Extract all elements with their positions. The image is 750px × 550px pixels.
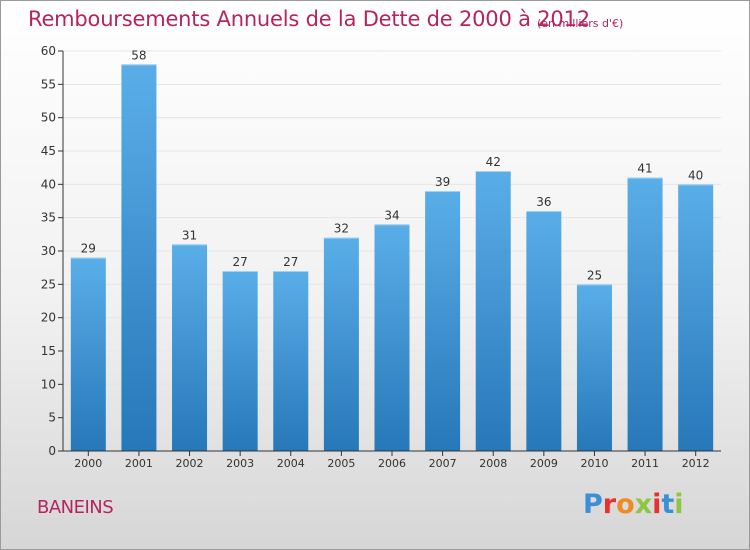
x-tick-label: 2002 <box>176 457 204 470</box>
data-label: 42 <box>486 155 501 169</box>
y-tick-label: 45 <box>41 144 56 158</box>
y-tick-label: 15 <box>41 344 56 358</box>
x-tick-label: 2009 <box>530 457 558 470</box>
data-label: 25 <box>587 268 602 282</box>
bar <box>475 171 511 451</box>
data-label: 27 <box>233 255 248 269</box>
commune-name: BANEINS <box>37 497 114 518</box>
x-tick-label: 2003 <box>226 457 254 470</box>
y-tick-label: 50 <box>41 111 56 125</box>
bar <box>374 224 410 451</box>
x-tick-label: 2001 <box>125 457 153 470</box>
bar <box>425 191 461 451</box>
bar <box>222 271 258 451</box>
proxiti-logo: Proxiti <box>583 489 684 520</box>
y-tick-label: 20 <box>41 311 56 325</box>
logo-letter: i <box>652 489 662 520</box>
x-tick-label: 2005 <box>327 457 355 470</box>
bar <box>273 271 309 451</box>
y-tick-label: 0 <box>48 444 56 458</box>
axes: 0 5 10 15 20 25 30 35 40 45 50 55 60 2000 2001 2002 2003… <box>41 44 721 470</box>
x-tick-label: 2007 <box>429 457 457 470</box>
y-tick-label: 30 <box>41 244 56 258</box>
x-tick-label: 2006 <box>378 457 406 470</box>
x-tick-label: 2008 <box>479 457 507 470</box>
y-tick-label: 55 <box>41 77 56 91</box>
bar <box>121 64 157 452</box>
logo-letter: t <box>661 489 675 520</box>
bar <box>526 211 562 451</box>
chart-title: Remboursements Annuels de la Dette de 20… <box>28 7 590 31</box>
bar <box>627 177 663 451</box>
data-label: 34 <box>384 208 399 222</box>
x-tick-label: 2012 <box>682 457 710 470</box>
y-tick-label: 25 <box>41 277 56 291</box>
bar <box>678 184 714 452</box>
y-tick-label: 60 <box>41 44 56 58</box>
data-label: 29 <box>81 242 96 256</box>
logo-letter: x <box>634 489 653 520</box>
bar <box>70 257 106 451</box>
data-label: 41 <box>637 162 652 176</box>
logo-letter: o <box>616 489 635 520</box>
y-tick-label: 40 <box>41 177 56 191</box>
x-tick-label: 2010 <box>580 457 608 470</box>
y-tick-label: 35 <box>41 211 56 225</box>
data-label: 27 <box>283 255 298 269</box>
data-label: 39 <box>435 175 450 189</box>
data-label: 58 <box>131 48 146 62</box>
data-label: 31 <box>182 228 197 242</box>
data-label: 40 <box>688 168 703 182</box>
chart-unit: (en milliers d'€) <box>537 17 624 30</box>
logo-letter: i <box>674 489 684 520</box>
bar <box>323 237 359 451</box>
x-tick-label: 2011 <box>631 457 659 470</box>
bar <box>172 244 208 451</box>
logo-letter: r <box>602 489 617 520</box>
x-tick-label: 2000 <box>74 457 102 470</box>
bars: 29 58 31 27 27 32 34 39 42 36 25 41 40 <box>70 48 714 452</box>
data-label: 36 <box>536 195 551 209</box>
x-tick-label: 2004 <box>277 457 305 470</box>
y-tick-label: 10 <box>41 377 56 391</box>
bar <box>576 284 612 451</box>
logo-letter: P <box>583 489 603 520</box>
data-label: 32 <box>334 222 349 236</box>
y-tick-label: 5 <box>48 411 56 425</box>
